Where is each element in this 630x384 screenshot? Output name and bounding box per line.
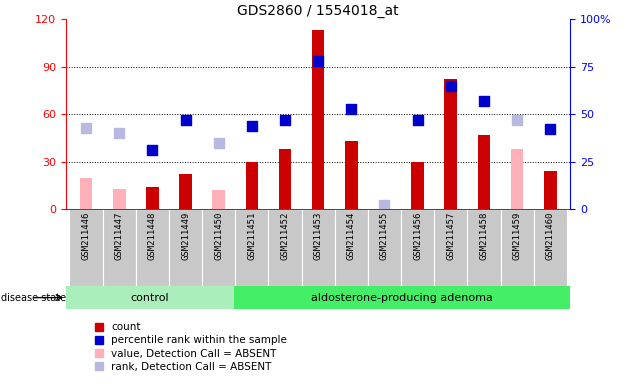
Text: GSM211456: GSM211456 — [413, 212, 422, 260]
Bar — [445, 79, 457, 209]
Bar — [202, 209, 235, 286]
Text: GSM211449: GSM211449 — [181, 212, 190, 260]
Point — [379, 202, 389, 209]
Bar — [169, 209, 202, 286]
Text: GSM211459: GSM211459 — [513, 212, 522, 260]
Bar — [113, 189, 125, 209]
Text: GSM211454: GSM211454 — [346, 212, 356, 260]
Point — [346, 106, 357, 112]
Text: GSM211451: GSM211451 — [248, 212, 256, 260]
Text: GSM211453: GSM211453 — [314, 212, 323, 260]
Bar — [179, 174, 192, 209]
Bar — [136, 209, 169, 286]
Point — [247, 122, 257, 129]
Bar — [146, 187, 159, 209]
Bar — [246, 162, 258, 209]
Title: GDS2860 / 1554018_at: GDS2860 / 1554018_at — [238, 4, 399, 18]
Bar — [467, 209, 500, 286]
Point — [81, 124, 91, 131]
Bar — [534, 209, 567, 286]
Text: GSM211446: GSM211446 — [81, 212, 91, 260]
Bar — [345, 141, 358, 209]
Text: aldosterone-producing adenoma: aldosterone-producing adenoma — [311, 293, 493, 303]
Bar — [235, 209, 268, 286]
Bar — [69, 209, 103, 286]
Text: control: control — [131, 293, 169, 303]
Text: GSM211452: GSM211452 — [280, 212, 290, 260]
Point — [413, 117, 423, 123]
Bar — [335, 209, 368, 286]
Point — [512, 117, 522, 123]
Bar — [434, 209, 467, 286]
Bar — [80, 178, 93, 209]
Bar — [66, 286, 234, 309]
Bar — [401, 209, 434, 286]
Text: GSM211457: GSM211457 — [446, 212, 455, 260]
Bar — [312, 30, 324, 209]
Text: GSM211447: GSM211447 — [115, 212, 123, 260]
Bar — [103, 209, 136, 286]
Bar — [234, 286, 570, 309]
Point — [180, 117, 190, 123]
Text: GSM211460: GSM211460 — [546, 212, 555, 260]
Point — [280, 117, 290, 123]
Point — [147, 147, 158, 154]
Text: GSM211455: GSM211455 — [380, 212, 389, 260]
Text: GSM211458: GSM211458 — [479, 212, 488, 260]
Point — [545, 126, 555, 132]
Point — [446, 83, 456, 89]
Point — [214, 140, 224, 146]
Bar — [268, 209, 302, 286]
Point — [479, 98, 489, 104]
Text: GSM211448: GSM211448 — [148, 212, 157, 260]
Bar — [368, 209, 401, 286]
Bar — [544, 171, 556, 209]
Bar — [511, 149, 524, 209]
Bar — [212, 190, 225, 209]
Text: disease state: disease state — [1, 293, 66, 303]
Bar — [278, 149, 291, 209]
Bar — [478, 135, 490, 209]
Point — [313, 58, 323, 64]
Point — [114, 130, 124, 136]
Bar — [302, 209, 335, 286]
Bar — [500, 209, 534, 286]
Legend: count, percentile rank within the sample, value, Detection Call = ABSENT, rank, : count, percentile rank within the sample… — [91, 318, 292, 376]
Text: GSM211450: GSM211450 — [214, 212, 223, 260]
Bar — [411, 162, 424, 209]
